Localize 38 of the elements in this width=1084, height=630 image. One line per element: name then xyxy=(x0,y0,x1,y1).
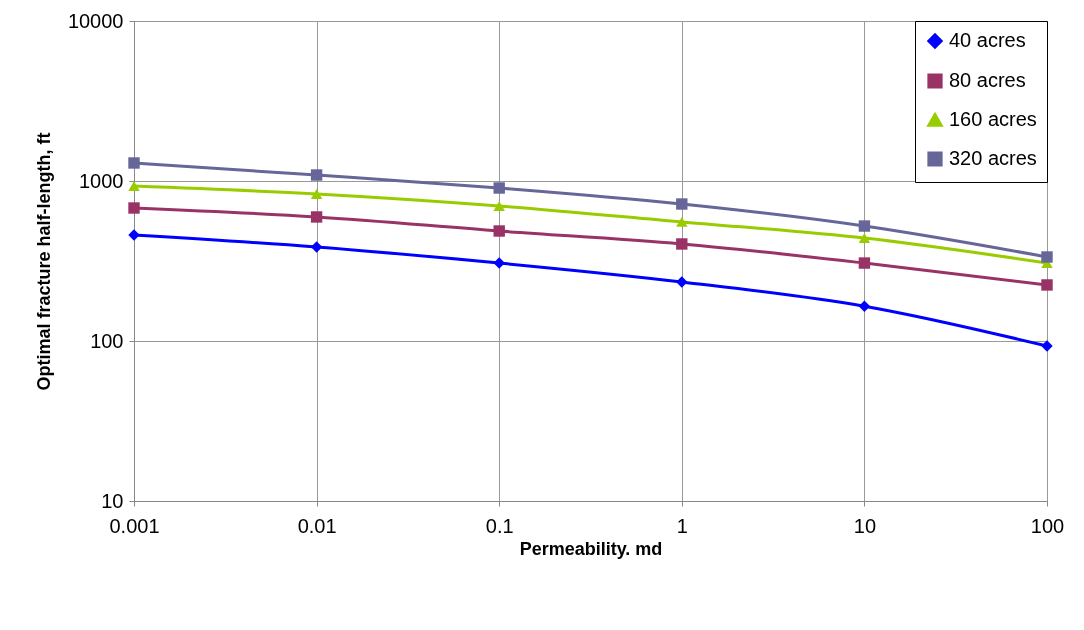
legend-label: 80 acres xyxy=(949,69,1026,91)
y-tick-label: 100 xyxy=(90,329,124,352)
point xyxy=(676,216,688,227)
point xyxy=(1041,279,1053,291)
point xyxy=(310,169,323,181)
legend-label: 40 acres xyxy=(949,29,1026,51)
x-tick-label: 0.1 xyxy=(485,514,514,537)
point xyxy=(858,300,871,312)
point xyxy=(676,238,688,250)
x-tick-label: 0.001 xyxy=(109,514,160,537)
y-tick-label: 1000 xyxy=(79,169,124,192)
point xyxy=(128,202,140,214)
legend-label: 320 acres xyxy=(949,147,1037,169)
point xyxy=(1041,340,1053,352)
x-tick-label: 10 xyxy=(853,514,877,537)
point xyxy=(128,229,140,241)
point xyxy=(128,157,140,169)
x-tick-label: 0.01 xyxy=(297,514,337,537)
point xyxy=(493,257,505,269)
y-axis-title: Optimal fracture half-length, ft xyxy=(33,132,54,391)
x-tick-label: 100 xyxy=(1030,514,1065,537)
point xyxy=(676,198,688,210)
point xyxy=(858,257,871,269)
point xyxy=(1041,251,1053,263)
x-axis-title: Permeability. md xyxy=(519,538,663,559)
point xyxy=(676,276,688,288)
legend-label: 160 acres xyxy=(949,108,1037,130)
x-tick-label: 1 xyxy=(676,514,688,537)
y-tick-label: 10 xyxy=(101,489,124,512)
point xyxy=(493,182,505,194)
point xyxy=(310,189,323,199)
point xyxy=(493,201,505,211)
point xyxy=(310,211,323,223)
point xyxy=(858,220,871,232)
point xyxy=(493,225,505,237)
point xyxy=(128,181,140,191)
y-tick-label: 10000 xyxy=(67,9,124,32)
point xyxy=(858,233,871,243)
